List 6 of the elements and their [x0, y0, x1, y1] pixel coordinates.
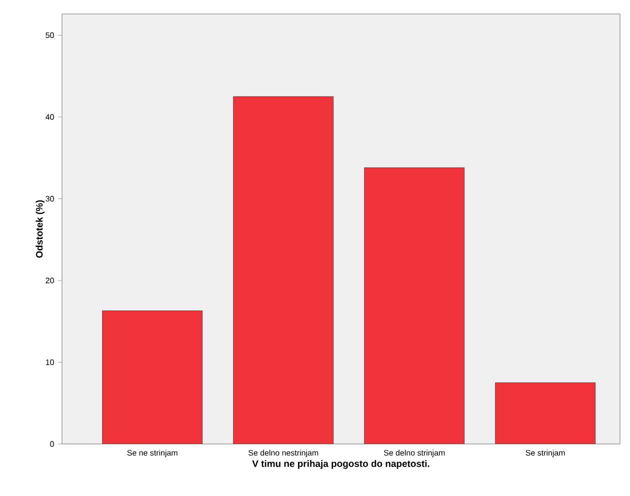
y-axis-title: Odstotek (%) [36, 200, 45, 258]
bar [102, 310, 203, 444]
bar [495, 382, 596, 444]
bar [364, 167, 465, 444]
bar [233, 96, 334, 444]
x-axis-title: V timu ne prihaja pogosto do napetosti. [252, 460, 430, 469]
